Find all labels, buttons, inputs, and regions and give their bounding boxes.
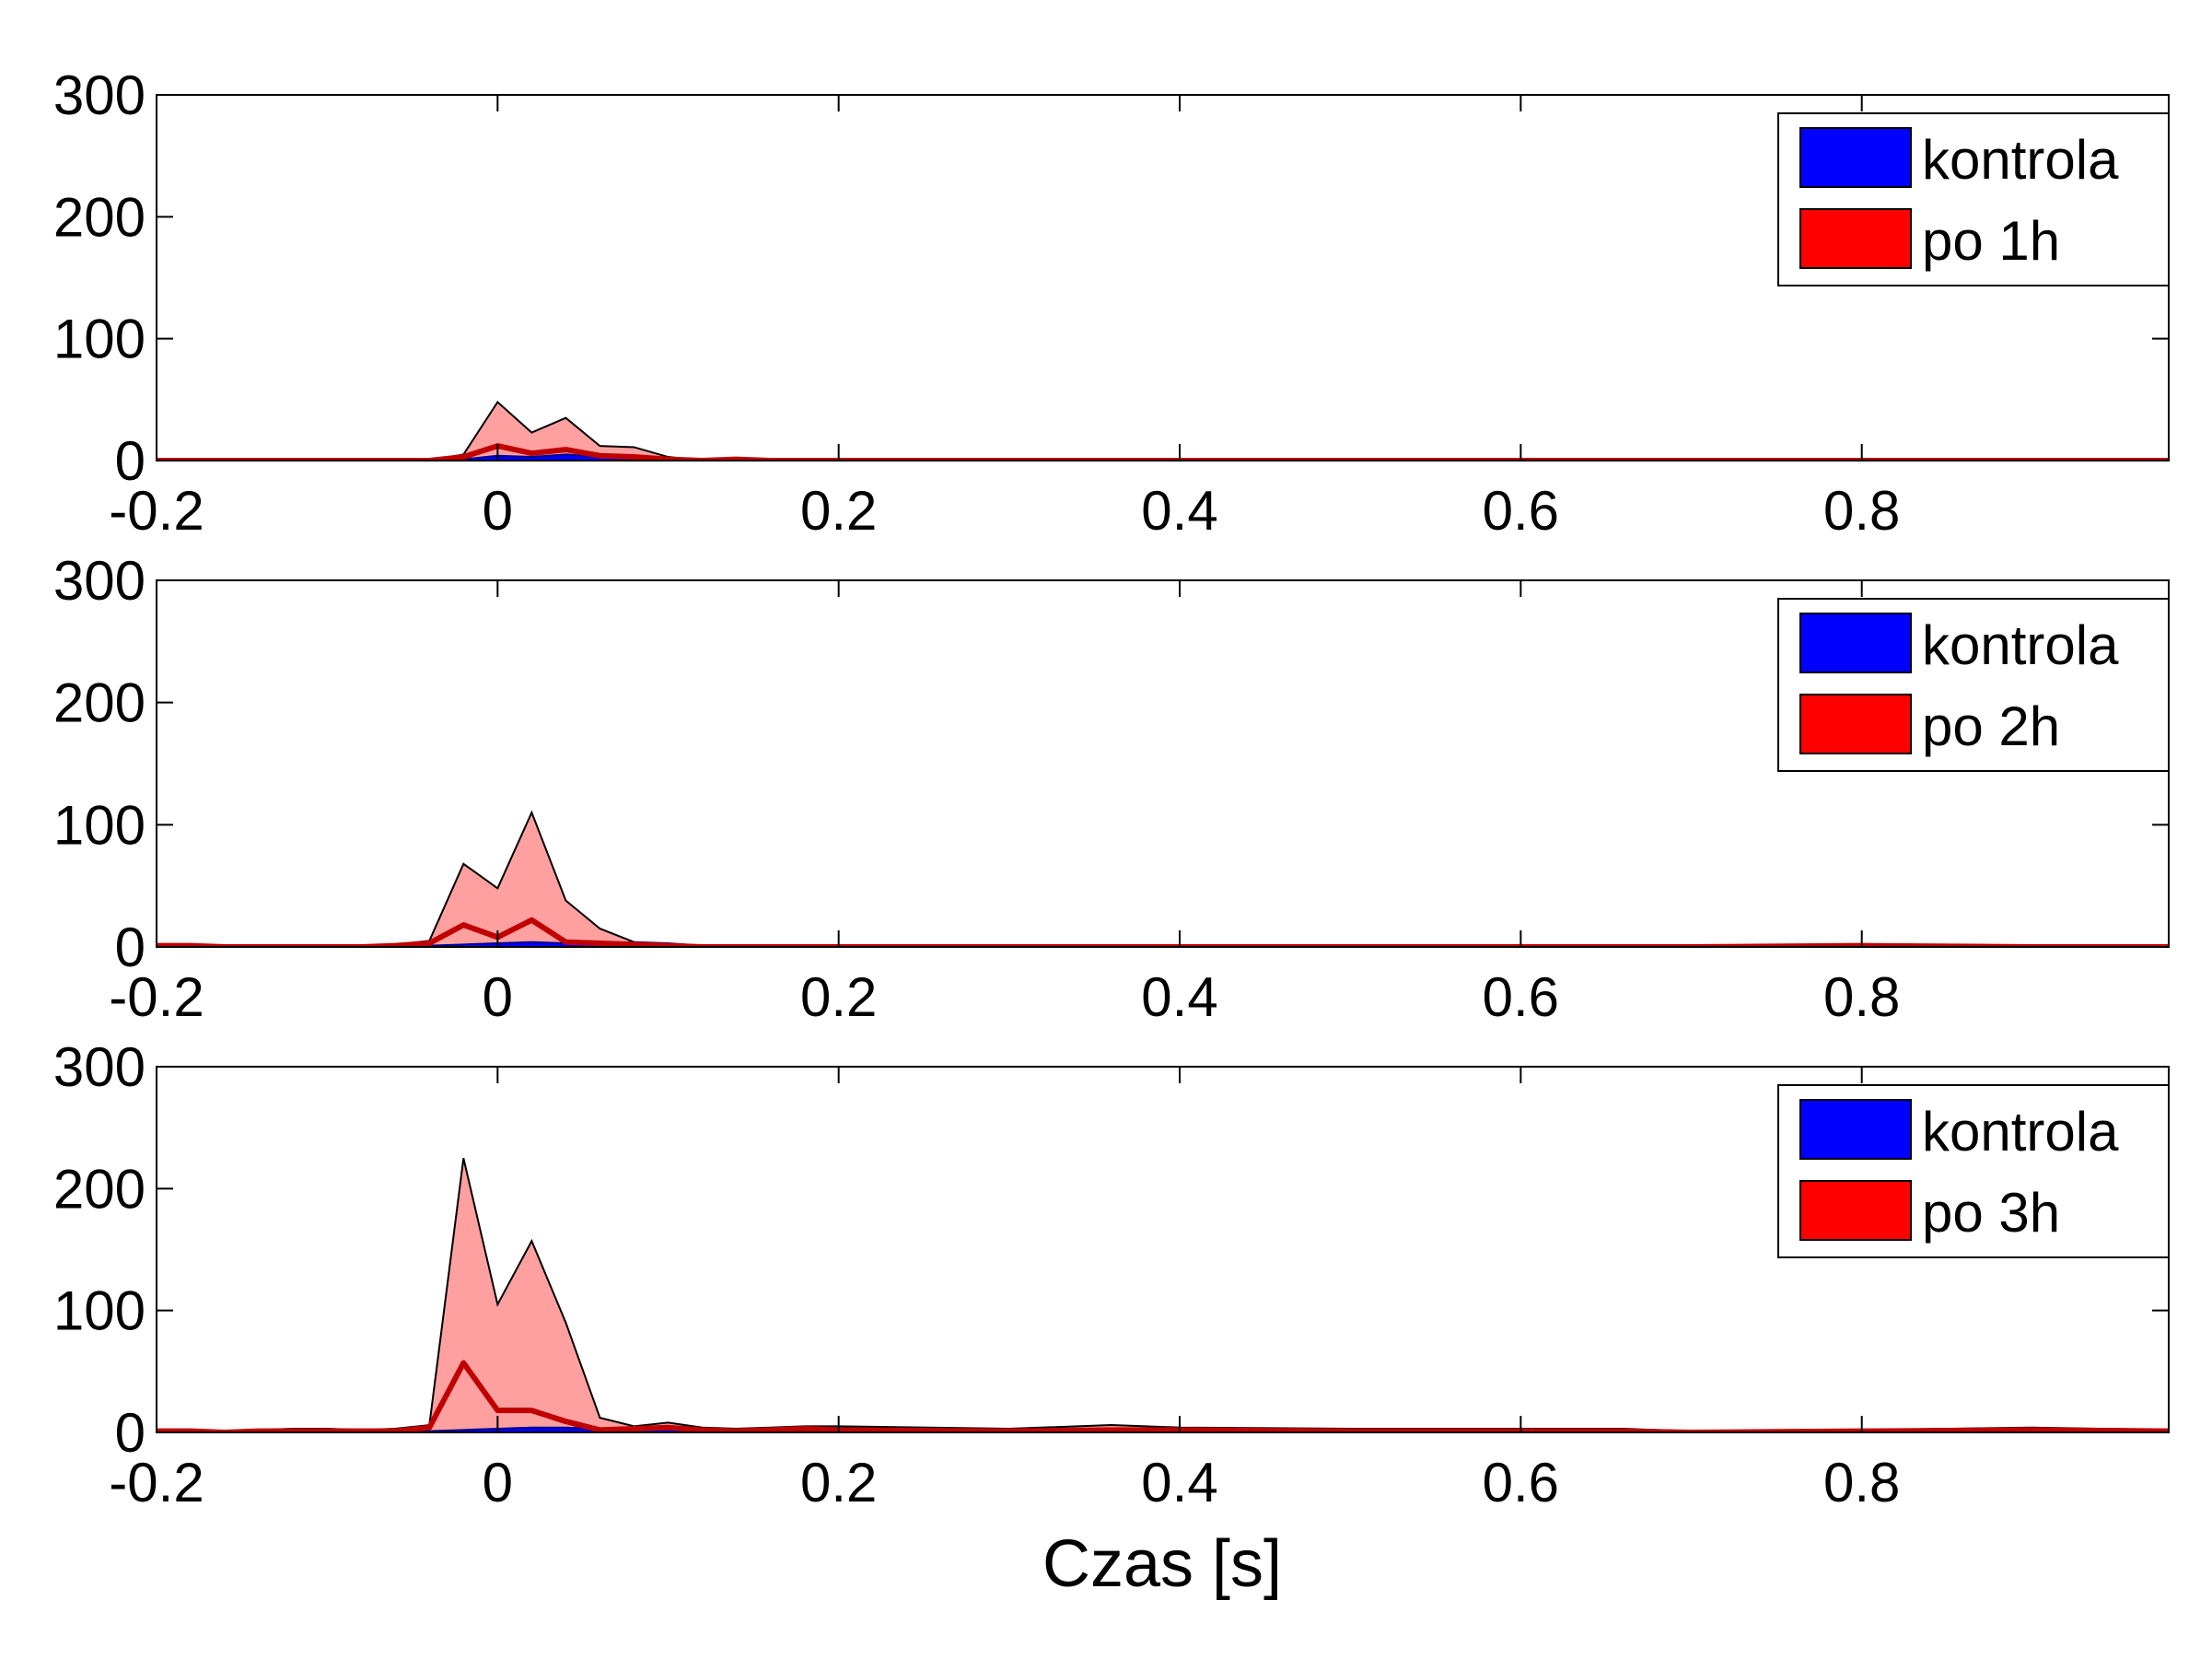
y-tick-label: 0 xyxy=(115,917,146,978)
x-tick-label: 0.6 xyxy=(1483,966,1559,1028)
y-tick-label: 300 xyxy=(53,1036,146,1098)
x-tick-label: 0.8 xyxy=(1823,1452,1900,1513)
legend-swatch xyxy=(1799,208,1912,269)
legend: kontrola po 1h xyxy=(1777,112,2170,286)
legend-swatch xyxy=(1799,694,1912,754)
legend-swatch xyxy=(1799,613,1912,673)
x-axis-label: Czas [s] xyxy=(1042,1527,1282,1601)
y-tick-label: 200 xyxy=(53,672,146,734)
x-tick-label: 0.6 xyxy=(1483,480,1559,542)
y-tick-label: 300 xyxy=(53,550,146,612)
x-tick-label: -0.2 xyxy=(109,480,204,542)
x-tick-label: 0.8 xyxy=(1823,480,1900,542)
x-tick-label: 0.2 xyxy=(800,966,877,1028)
y-tick-label: 200 xyxy=(53,186,146,248)
x-tick-label: 0.4 xyxy=(1141,1452,1217,1513)
legend: kontrola po 2h xyxy=(1777,598,2170,772)
y-tick-label: 0 xyxy=(115,430,146,492)
series-band-area xyxy=(157,400,2169,461)
plot-area xyxy=(157,400,2169,461)
legend-label: kontrola xyxy=(1922,614,2119,676)
x-tick-label: 0.8 xyxy=(1823,966,1900,1028)
y-tick-label: 100 xyxy=(53,794,146,856)
x-tick-label: 0.2 xyxy=(800,480,877,542)
x-tick-label: 0 xyxy=(483,480,513,542)
legend-label: po 1h xyxy=(1922,210,2060,272)
y-tick-label: 100 xyxy=(53,1280,146,1342)
legend-label: po 3h xyxy=(1922,1182,2060,1244)
plot-area xyxy=(157,810,2169,947)
x-tick-label: -0.2 xyxy=(109,1452,204,1513)
y-tick-label: 0 xyxy=(115,1402,146,1464)
legend-label: kontrola xyxy=(1922,129,2119,191)
series-mean-line xyxy=(157,443,2169,461)
x-tick-label: 0 xyxy=(483,966,513,1028)
legend: kontrola po 3h xyxy=(1777,1084,2170,1258)
legend-swatch xyxy=(1799,1099,1912,1160)
x-tick-label: 0.4 xyxy=(1141,480,1217,542)
x-tick-label: -0.2 xyxy=(109,966,204,1028)
y-tick-label: 100 xyxy=(53,309,146,370)
legend-label: kontrola xyxy=(1922,1101,2119,1162)
legend-swatch xyxy=(1799,127,1912,188)
y-tick-label: 300 xyxy=(53,64,146,126)
y-tick-label: 200 xyxy=(53,1158,146,1220)
x-tick-label: 0.6 xyxy=(1483,1452,1559,1513)
x-tick-label: 0.4 xyxy=(1141,966,1217,1028)
legend-swatch xyxy=(1799,1180,1912,1241)
x-tick-label: 0.2 xyxy=(800,1452,877,1513)
legend-label: po 2h xyxy=(1922,695,2060,757)
x-tick-label: 0 xyxy=(483,1452,513,1513)
series-mean-line xyxy=(157,917,2169,947)
